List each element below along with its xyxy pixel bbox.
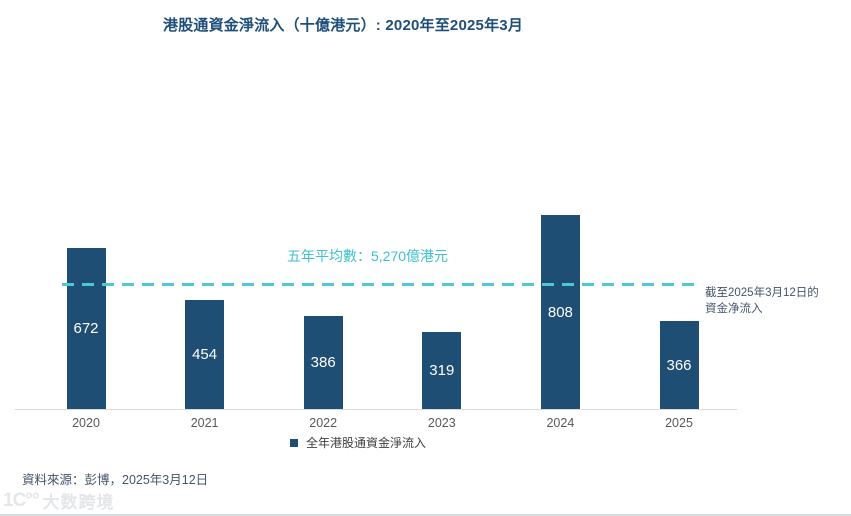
x-axis-label-2025: 2025 [665,416,693,430]
legend-swatch-icon [290,438,298,447]
bar-2021[interactable]: 454 [185,300,225,409]
bar-value-label: 386 [310,354,336,371]
watermark: 1Ϲ°° 大数跨境 [3,488,114,513]
x-axis-label-2021: 2021 [190,416,219,430]
source-note: 資料來源：彭博，2025年3月12日 [22,473,209,487]
bar-value-label: 672 [73,320,99,337]
watermark-logo-icon: 1Ϲ°° [3,489,39,511]
legend-label: 全年港股通資金淨流入 [306,436,427,450]
annotation-line-1: 截至2025年3月12日的 [705,287,819,299]
x-axis-label-2024: 2024 [546,416,575,430]
plot-area: 672 2020 454 2021 386 2022 319 2023 808 2024 366 20… [15,60,819,430]
bar-2025[interactable]: 366 [659,321,699,409]
bar-value-label: 808 [547,303,573,321]
x-axis-label-2023: 2023 [427,416,456,430]
bar-value-label: 454 [192,346,218,363]
chart-title: 港股通資金淨流入（十億港元）: 2020年至2025年3月 [163,17,524,34]
bar-2023[interactable]: 319 [422,332,462,409]
watermark-brand-text: 大数跨境 [42,493,115,512]
bar-value-label: 366 [666,356,692,374]
average-dashed-line [62,283,697,286]
annotation-latest-inflow: 截至2025年3月12日的 資金净流入 [705,286,845,317]
bar-2022[interactable]: 386 [303,316,343,409]
average-line-label: 五年平均數：5,270億港元 [287,248,449,264]
bar-2024[interactable]: 808 [540,215,580,409]
x-axis-label-2020: 2020 [72,416,100,430]
bar-value-label: 319 [429,362,455,379]
annotation-line-2: 資金净流入 [705,302,763,315]
legend: 全年港股通資金淨流入 [290,434,426,451]
bar-2020[interactable]: 672 [66,248,106,409]
x-axis-label-2022: 2022 [309,416,338,430]
